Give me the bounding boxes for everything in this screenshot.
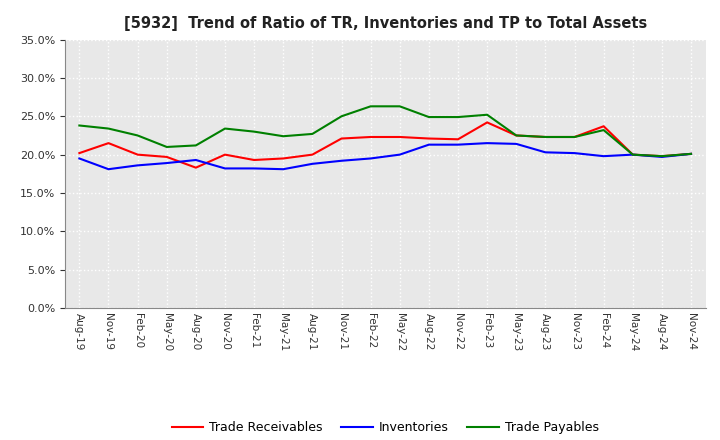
Inventories: [454, 142, 462, 147]
Trade Receivables: [75, 150, 84, 156]
Line: Trade Payables: Trade Payables: [79, 106, 691, 156]
Inventories: [483, 140, 492, 146]
Inventories: [308, 161, 317, 166]
Trade Payables: [483, 112, 492, 117]
Inventories: [337, 158, 346, 163]
Trade Receivables: [279, 156, 287, 161]
Inventories: [163, 161, 171, 166]
Trade Receivables: [366, 134, 375, 139]
Trade Payables: [133, 133, 142, 138]
Trade Receivables: [308, 152, 317, 157]
Inventories: [279, 167, 287, 172]
Trade Payables: [163, 144, 171, 150]
Title: [5932]  Trend of Ratio of TR, Inventories and TP to Total Assets: [5932] Trend of Ratio of TR, Inventories…: [124, 16, 647, 32]
Inventories: [425, 142, 433, 147]
Trade Receivables: [483, 120, 492, 125]
Trade Payables: [629, 152, 637, 157]
Trade Payables: [104, 126, 113, 131]
Trade Payables: [192, 143, 200, 148]
Trade Receivables: [425, 136, 433, 141]
Trade Receivables: [541, 134, 550, 139]
Inventories: [570, 150, 579, 156]
Trade Receivables: [395, 134, 404, 139]
Trade Receivables: [163, 154, 171, 160]
Inventories: [366, 156, 375, 161]
Inventories: [395, 152, 404, 157]
Trade Payables: [220, 126, 229, 131]
Trade Payables: [687, 151, 696, 157]
Trade Payables: [425, 114, 433, 120]
Trade Receivables: [599, 124, 608, 129]
Trade Receivables: [570, 134, 579, 139]
Line: Trade Receivables: Trade Receivables: [79, 122, 691, 168]
Inventories: [75, 156, 84, 161]
Trade Receivables: [133, 152, 142, 157]
Trade Receivables: [629, 152, 637, 157]
Trade Receivables: [250, 158, 258, 163]
Trade Receivables: [454, 137, 462, 142]
Trade Payables: [454, 114, 462, 120]
Legend: Trade Receivables, Inventories, Trade Payables: Trade Receivables, Inventories, Trade Pa…: [166, 416, 604, 439]
Inventories: [541, 150, 550, 155]
Inventories: [250, 166, 258, 171]
Trade Receivables: [657, 154, 666, 159]
Trade Payables: [657, 154, 666, 159]
Trade Payables: [279, 134, 287, 139]
Trade Payables: [395, 104, 404, 109]
Trade Payables: [75, 123, 84, 128]
Inventories: [687, 151, 696, 157]
Trade Receivables: [192, 165, 200, 170]
Inventories: [512, 141, 521, 147]
Trade Payables: [366, 104, 375, 109]
Trade Receivables: [337, 136, 346, 141]
Inventories: [104, 167, 113, 172]
Trade Payables: [250, 129, 258, 134]
Inventories: [599, 154, 608, 159]
Trade Receivables: [104, 140, 113, 146]
Inventories: [657, 154, 666, 160]
Inventories: [220, 166, 229, 171]
Trade Receivables: [687, 151, 696, 157]
Inventories: [629, 152, 637, 157]
Trade Payables: [308, 131, 317, 136]
Inventories: [133, 163, 142, 168]
Line: Inventories: Inventories: [79, 143, 691, 169]
Trade Payables: [570, 134, 579, 139]
Trade Payables: [337, 114, 346, 119]
Trade Payables: [541, 134, 550, 139]
Trade Payables: [599, 128, 608, 133]
Inventories: [192, 158, 200, 163]
Trade Receivables: [220, 152, 229, 157]
Trade Payables: [512, 133, 521, 138]
Trade Receivables: [512, 133, 521, 138]
